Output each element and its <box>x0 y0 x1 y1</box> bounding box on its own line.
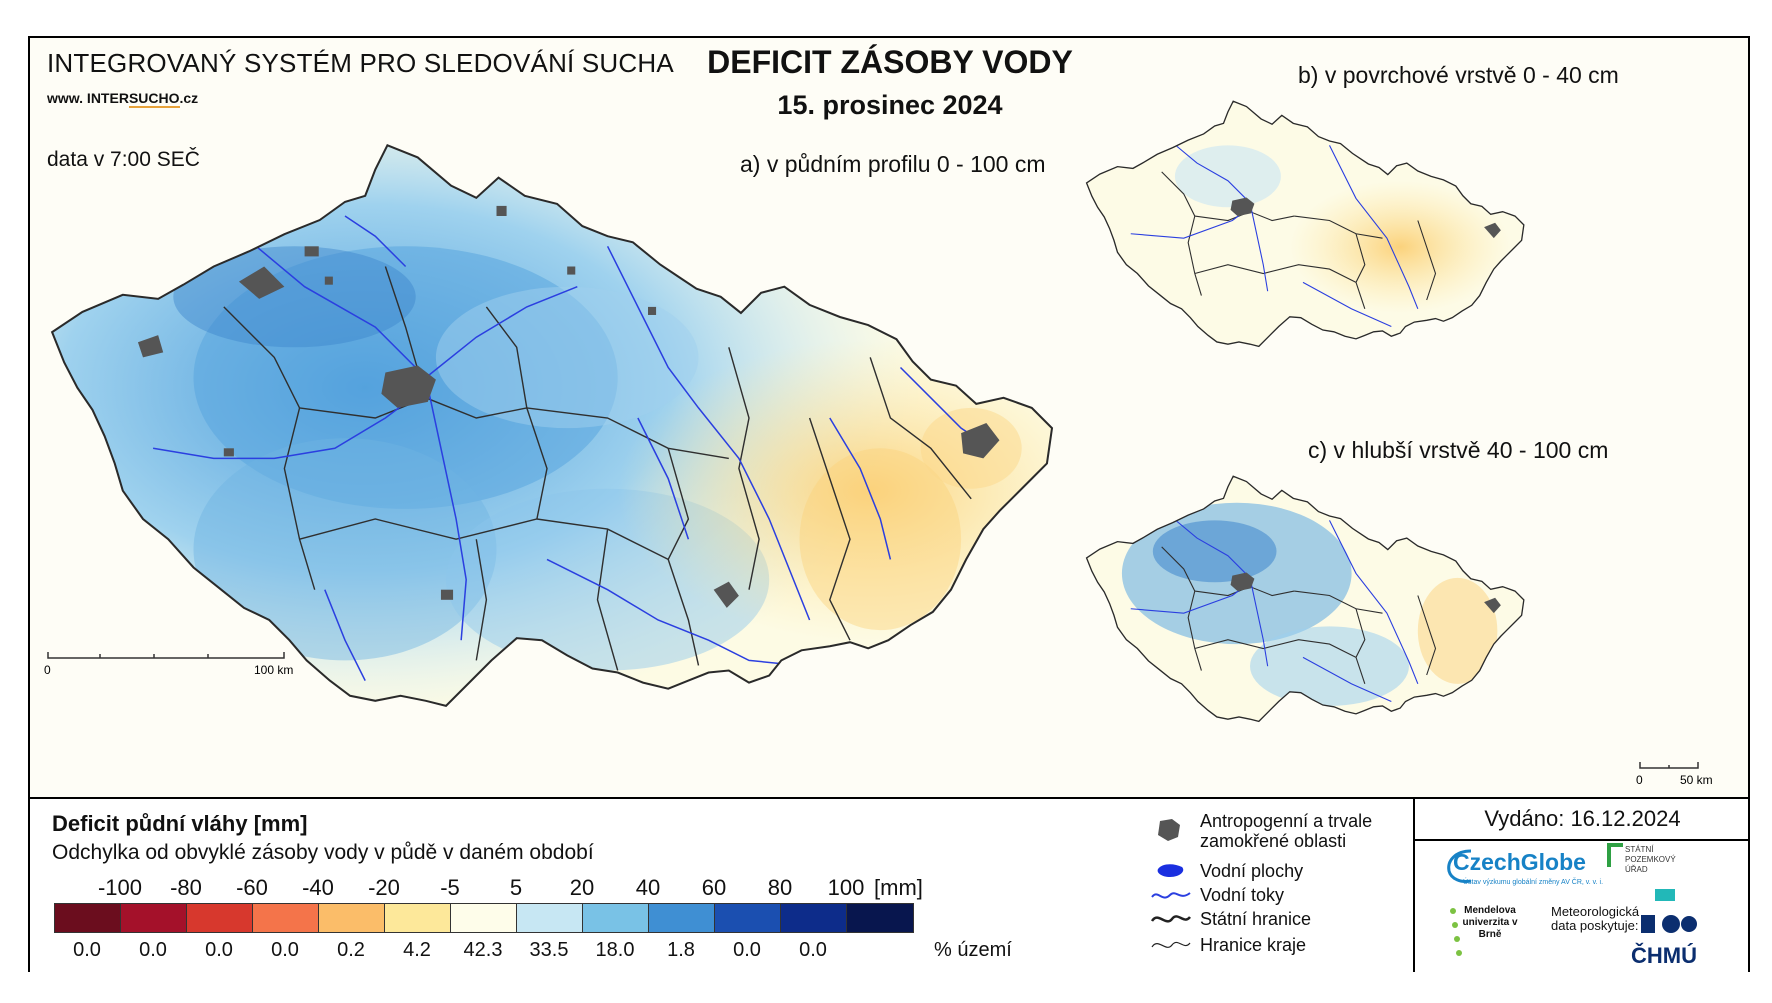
legend-tick: -60 <box>236 875 268 900</box>
legend-swatch <box>715 904 781 932</box>
website-suffix: .cz <box>179 90 199 106</box>
scale-bc-end: 50 km <box>1680 773 1713 787</box>
website-highlight: SUCHO <box>128 90 180 108</box>
legend-tick: 80 <box>767 875 793 900</box>
legend-symbol-region-border: Hranice kraje <box>1150 931 1306 959</box>
legend-percentage: 0.0 <box>139 939 167 961</box>
legend-symbol-label: Hranice kraje <box>1200 935 1307 955</box>
legend-tick: -80 <box>170 875 202 900</box>
czechglobe-logo[interactable]: CzechGlobe <box>1453 849 1586 875</box>
legend-swatch <box>451 904 517 932</box>
legend-swatch <box>319 904 385 932</box>
map-frame: INTEGROVANÝ SYSTÉM PRO SLEDOVÁNÍ SUCHA w… <box>28 36 1750 972</box>
mendelu-logo[interactable]: Mendelova univerzita v Brně <box>1462 905 1518 940</box>
spu-accent-icon <box>1655 889 1675 901</box>
legend-swatch <box>385 904 451 932</box>
legend-swatch <box>649 904 715 932</box>
legend-percentage: 0.0 <box>73 939 101 961</box>
date-title: 15. prosinec 2024 <box>777 90 1003 120</box>
legend-tick: -20 <box>368 875 400 900</box>
legend-symbol-label: Vodní toky <box>1200 885 1285 905</box>
legend-percentage: 33.5 <box>529 939 569 961</box>
czechglobe-subtitle: Ústav výzkumu globální změny AV ČR, v. v… <box>1463 879 1604 886</box>
legend-symbol-label: Antropogenní a trvale zamokřené oblasti <box>1200 811 1373 851</box>
legend-swatch <box>781 904 847 932</box>
map-c <box>1085 475 1525 723</box>
legend-percentage: 1.8 <box>667 939 695 961</box>
region-border-icon <box>1151 941 1191 948</box>
legend-ticks: -100 -80 -60 -40 -20 -5 5 20 40 60 80 100 [mm] <box>30 875 1030 900</box>
legend-percentage: 0.2 <box>337 939 365 961</box>
urban-area-icon <box>1158 819 1180 841</box>
scale-a-end: 100 km <box>254 663 293 677</box>
issued-box: Vydáno: 16.12.2024 CzechGlobe Ústav výzk… <box>1413 799 1750 972</box>
meteo-credit: Meteorologická data poskytuje: <box>1551 904 1640 933</box>
map-b-title: b) v povrchové vrstvě 0 - 40 cm <box>1298 62 1619 88</box>
chmu-logo-icon <box>1641 915 1697 933</box>
legend-tick: 60 <box>701 875 727 900</box>
data-time: data v 7:00 SEČ <box>47 148 200 171</box>
map-area: INTEGROVANÝ SYSTÉM PRO SLEDOVÁNÍ SUCHA w… <box>30 38 1748 797</box>
chmu-logo[interactable]: ČHMÚ <box>1631 943 1697 968</box>
legend-subtitle: Odchylka od obvyklé zásoby vody v půdě v… <box>52 841 594 864</box>
state-border-icon <box>1150 915 1191 923</box>
legend-symbol-water: Vodní plochy <box>1150 857 1303 885</box>
river-icon <box>1151 892 1191 899</box>
legend-percentage: 0.0 <box>799 939 827 961</box>
map-b <box>1085 100 1525 348</box>
legend-color-bar <box>54 903 914 933</box>
legend-tick: 5 <box>509 875 523 900</box>
spu-logo[interactable]: STÁTNÍ POZEMKOVÝ ÚŘAD <box>1625 845 1676 874</box>
legend-percentage: 0.0 <box>271 939 299 961</box>
scale-bar-bc: 0 50 km <box>1636 762 1713 787</box>
mendelu-logo-icon <box>1450 908 1462 956</box>
legend-tick: 20 <box>569 875 595 900</box>
legend-symbol-river: Vodní toky <box>1150 881 1284 909</box>
map-a <box>51 144 1054 707</box>
legend-symbol-state-border: Státní hranice <box>1150 905 1311 933</box>
map-a-title: a) v půdním profilu 0 - 100 cm <box>740 151 1046 177</box>
legend-percentage: 42.3 <box>463 939 503 961</box>
scale-a-start: 0 <box>44 663 51 677</box>
legend-area: Deficit půdní vláhy [mm] Odchylka od obv… <box>30 797 1750 972</box>
legend-tick: 100 <box>827 875 865 900</box>
legend-tick: -100 <box>97 875 143 900</box>
legend-percentage: 18.0 <box>595 939 635 961</box>
legend-percentage: 4.2 <box>403 939 431 961</box>
water-body-icon <box>1157 864 1184 877</box>
spu-logo-icon <box>1607 843 1623 867</box>
website-link[interactable]: www. INTERSUCHO.cz <box>47 90 199 108</box>
legend-pct-label: % území <box>934 939 1012 961</box>
legend-symbol-urban: Antropogenní a trvale zamokřené oblasti <box>1150 811 1390 851</box>
website-prefix: www. INTER <box>47 90 129 106</box>
issued-date: Vydáno: 16.12.2024 <box>1415 799 1750 841</box>
legend-percentage: 0.0 <box>733 939 761 961</box>
legend-unit: [mm] <box>874 875 923 900</box>
legend-swatch <box>187 904 253 932</box>
legend-tick: -5 <box>440 875 460 900</box>
legend-symbol-label: Státní hranice <box>1200 909 1312 929</box>
legend-swatch <box>517 904 583 932</box>
map-c-title: c) v hlubší vrstvě 40 - 100 cm <box>1308 437 1609 463</box>
legend-swatch <box>121 904 187 932</box>
legend-tick: 40 <box>635 875 661 900</box>
czechglobe-logo-icon <box>1447 849 1472 883</box>
legend-swatch <box>583 904 649 932</box>
system-title: INTEGROVANÝ SYSTÉM PRO SLEDOVÁNÍ SUCHA <box>47 48 674 78</box>
legend-percentage: 0.0 <box>205 939 233 961</box>
legend-tick: -40 <box>302 875 334 900</box>
legend-title: Deficit půdní vláhy [mm] <box>52 811 308 836</box>
legend-symbol-label: Vodní plochy <box>1200 861 1304 881</box>
legend-swatch <box>253 904 319 932</box>
scale-bc-start: 0 <box>1636 773 1643 787</box>
scale-bar-a: 0 100 km <box>44 652 293 677</box>
main-title: DEFICIT ZÁSOBY VODY <box>707 44 1073 80</box>
legend-swatch <box>847 904 913 932</box>
legend-swatch <box>55 904 121 932</box>
